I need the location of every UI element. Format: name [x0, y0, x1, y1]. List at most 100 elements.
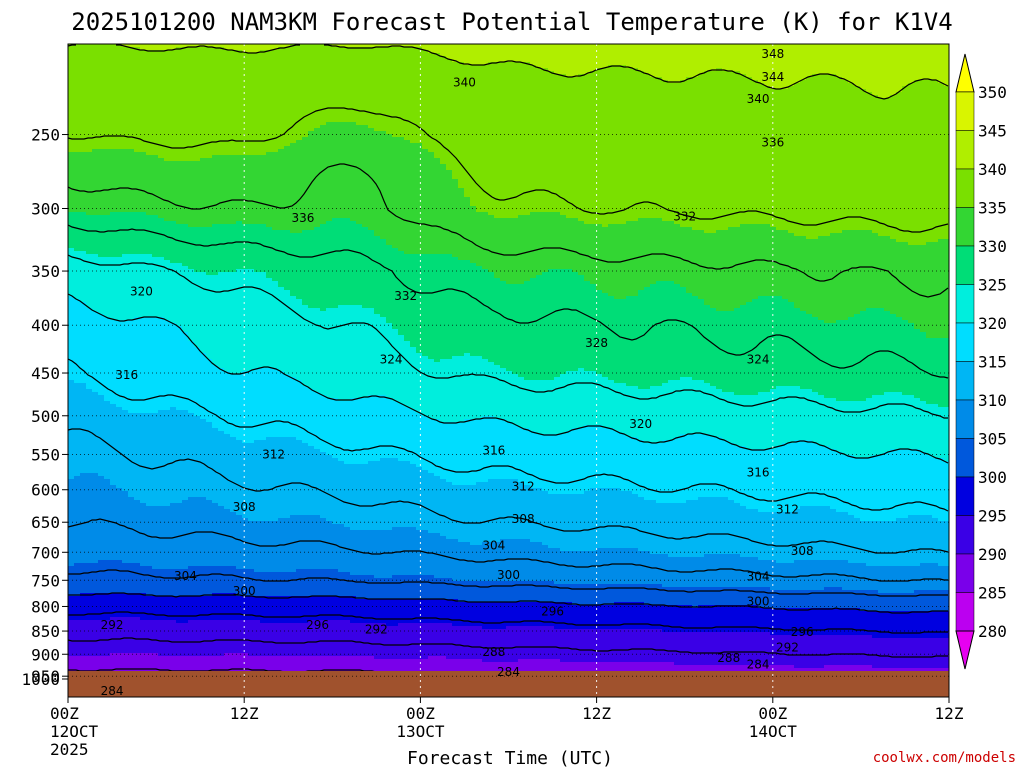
field-cell [200, 560, 207, 564]
field-cell [164, 395, 171, 399]
field-cell [74, 491, 81, 495]
field-cell [128, 383, 135, 387]
field-cell [74, 203, 81, 207]
field-cell [116, 266, 123, 270]
field-cell [98, 170, 105, 174]
field-cell [86, 515, 93, 519]
field-cell [128, 59, 135, 63]
field-cell [164, 647, 171, 651]
field-cell [86, 101, 93, 105]
field-cell [194, 599, 201, 603]
field-cell [182, 89, 189, 93]
field-cell [188, 221, 195, 225]
field-cell [92, 269, 99, 273]
field-cell [80, 422, 87, 426]
field-cell [188, 449, 195, 453]
field-cell [92, 521, 99, 525]
field-cell [182, 455, 189, 459]
field-cell [116, 497, 123, 501]
field-cell [92, 158, 99, 162]
field-cell [140, 590, 147, 594]
field-cell [152, 353, 159, 357]
field-cell [104, 548, 111, 552]
field-cell [92, 119, 99, 123]
field-cell [182, 167, 189, 171]
field-cell [182, 59, 189, 63]
field-cell [182, 530, 189, 534]
field-cell [170, 233, 177, 237]
field-cell [110, 71, 117, 75]
field-cell [122, 506, 129, 510]
field-cell [188, 551, 195, 555]
field-cell [188, 638, 195, 642]
field-cell [182, 452, 189, 456]
field-cell [146, 488, 153, 492]
field-cell [134, 623, 141, 627]
field-cell [86, 65, 93, 69]
field-cell [74, 446, 81, 450]
field-cell [164, 116, 171, 120]
field-cell [110, 626, 117, 630]
field-cell [68, 608, 75, 612]
field-cell [128, 188, 135, 192]
field-cell [194, 155, 201, 159]
field-cell [152, 419, 159, 423]
field-cell [128, 323, 135, 327]
field-cell [194, 323, 201, 327]
field-cell [116, 491, 123, 495]
field-cell [128, 299, 135, 303]
field-cell [194, 239, 201, 243]
field-cell [110, 452, 117, 456]
field-cell [80, 557, 87, 561]
field-cell [86, 383, 93, 387]
field-cell [164, 557, 171, 561]
field-cell [188, 566, 195, 570]
field-cell [164, 269, 171, 273]
field-cell [86, 53, 93, 57]
field-cell [98, 392, 105, 396]
field-cell [92, 380, 99, 384]
field-cell [110, 401, 117, 405]
field-cell [68, 257, 75, 261]
field-cell [194, 158, 201, 162]
field-cell [134, 164, 141, 168]
field-cell [68, 191, 75, 195]
field-cell [86, 134, 93, 138]
field-cell [80, 110, 87, 114]
field-cell [122, 398, 129, 402]
field-cell [104, 404, 111, 408]
field-cell [152, 164, 159, 168]
field-cell [116, 206, 123, 210]
field-cell [188, 518, 195, 522]
field-cell [182, 239, 189, 243]
field-cell [140, 179, 147, 183]
field-cell [104, 530, 111, 534]
field-cell [170, 218, 177, 222]
field-cell [182, 272, 189, 276]
field-cell [188, 263, 195, 267]
field-cell [200, 326, 207, 330]
field-cell [170, 74, 177, 78]
field-cell [194, 134, 201, 138]
field-cell [152, 344, 159, 348]
field-cell [182, 302, 189, 306]
field-cell [122, 62, 129, 66]
field-cell [98, 191, 105, 195]
field-cell [110, 563, 117, 567]
field-cell [80, 299, 87, 303]
field-cell [200, 539, 207, 543]
field-cell [188, 272, 195, 276]
field-cell [116, 368, 123, 372]
field-cell [194, 143, 201, 147]
field-cell [182, 497, 189, 501]
field-cell [92, 659, 99, 663]
field-cell [188, 548, 195, 552]
field-cell [134, 44, 141, 48]
field-cell [152, 53, 159, 57]
field-cell [104, 50, 111, 54]
field-cell [110, 398, 117, 402]
field-cell [188, 359, 195, 363]
field-cell [188, 527, 195, 531]
field-cell [188, 470, 195, 474]
field-cell [134, 92, 141, 96]
